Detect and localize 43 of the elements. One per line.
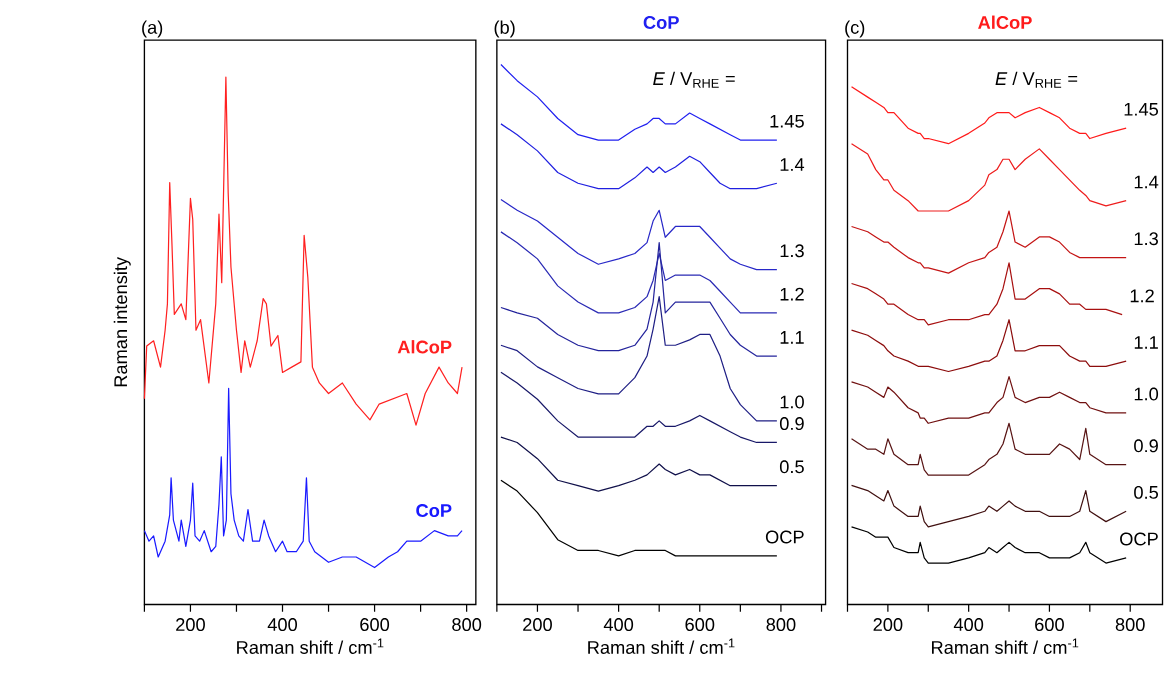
x-tick-label: 400 (267, 618, 298, 632)
x-axis-title: Raman shift / cm$^{-1}$ (932, 638, 1079, 655)
series-label: 1.4 (780, 158, 805, 172)
annotation: E / V$_{RHE}$ = (995, 71, 1078, 88)
x-tick-label: 200 (873, 618, 903, 632)
series-label: 1.2 (1130, 289, 1154, 303)
series-label: AlCoP (397, 340, 452, 354)
text: (c) (845, 20, 865, 38)
series-label: 1.2 (780, 287, 804, 301)
text: (a) (142, 20, 163, 38)
series-label: OCP (1120, 532, 1158, 546)
chart-title: CoP (643, 16, 679, 30)
series-label: 1.0 (780, 395, 804, 409)
series-label: CoP (416, 504, 452, 518)
x-tick-label: 200 (523, 618, 552, 632)
x-tick-label: 800 (766, 618, 796, 632)
series-label: 1.3 (780, 244, 804, 258)
x-tick-label: 600 (1035, 618, 1064, 632)
series-label: 1.45 (770, 115, 804, 128)
series-label: 0.5 (779, 460, 804, 474)
series-label: 1.0 (1134, 387, 1159, 401)
series-label: 1.45 (1124, 103, 1159, 116)
series-label: 0.5 (1134, 486, 1159, 500)
x-axis-title: Raman shift / cm$^{-1}$ (237, 638, 384, 655)
series-label: 1.1 (780, 331, 804, 344)
annotation: E / V$_{RHE}$ = (653, 71, 735, 88)
series-label: 1.3 (1134, 232, 1158, 246)
chart-title: AlCoP (978, 15, 1032, 30)
series-label: 0.9 (1134, 439, 1158, 453)
x-axis-title: Raman shift / cm$^{-1}$ (588, 638, 735, 655)
series-label: 1.1 (1134, 336, 1158, 349)
series-label: OCP (765, 530, 804, 544)
x-tick-label: 600 (360, 618, 390, 632)
text: (b) (494, 20, 515, 38)
x-tick-label: 800 (452, 618, 482, 632)
series-label: 1.4 (1134, 175, 1159, 189)
x-tick-label: 200 (176, 618, 205, 632)
y-axis-title: Raman intensity (113, 257, 131, 387)
x-tick-label: 600 (685, 618, 715, 632)
x-tick-label: 800 (1115, 618, 1145, 632)
series-label: 0.9 (779, 417, 804, 431)
x-tick-label: 400 (603, 618, 634, 632)
x-tick-label: 400 (953, 618, 984, 632)
